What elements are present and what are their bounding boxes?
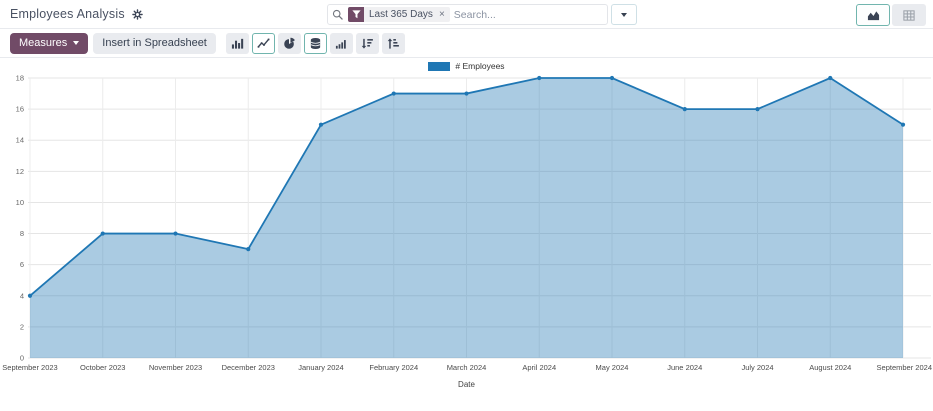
x-tick-label: September 2024 xyxy=(877,363,932,372)
view-switcher-graph[interactable] xyxy=(856,4,890,26)
measures-label: Measures xyxy=(19,37,68,49)
database-icon xyxy=(309,37,322,50)
data-point xyxy=(828,75,833,81)
gear-icon[interactable] xyxy=(132,8,143,20)
chart-area: # Employees 0 2 4 6 8 10 12 14 16 18 September 202… xyxy=(0,58,933,411)
legend-swatch xyxy=(428,61,451,71)
view-switcher-pivot[interactable] xyxy=(892,4,926,26)
facet-remove-button[interactable]: × xyxy=(438,9,445,20)
top-navbar: Employees Analysis Las xyxy=(0,0,933,29)
data-point xyxy=(318,122,324,127)
x-tick-label: December 2023 xyxy=(222,363,275,372)
y-tick-label: 2 xyxy=(20,322,24,331)
x-tick-label: May 2024 xyxy=(596,363,629,372)
bar-chart-button[interactable] xyxy=(225,32,249,54)
line-chart-icon xyxy=(257,37,270,50)
cumulative-button[interactable] xyxy=(329,32,353,54)
control-panel: Measures Insert in Spreadsheet xyxy=(0,29,933,58)
x-tick-label: July 2024 xyxy=(741,363,773,372)
stacked-button[interactable] xyxy=(303,32,327,54)
data-point xyxy=(682,107,687,112)
chart-legend[interactable]: # Employees xyxy=(0,61,933,71)
search-bar[interactable]: Last 365 Days × xyxy=(327,4,608,25)
chevron-down-icon xyxy=(621,12,627,17)
filter-icon xyxy=(348,7,364,22)
legend-label: # Employees xyxy=(455,61,505,71)
data-point xyxy=(100,231,105,236)
breadcrumb: Employees Analysis xyxy=(10,0,143,28)
y-tick-label: 4 xyxy=(20,291,24,300)
chevron-down-icon xyxy=(73,41,80,45)
x-tick-label: February 2024 xyxy=(369,363,418,372)
x-tick-label: August 2024 xyxy=(809,363,851,372)
x-tick-label: April 2024 xyxy=(522,363,556,372)
measures-button[interactable]: Measures xyxy=(10,32,89,54)
x-axis-title: Date xyxy=(458,380,475,389)
y-tick-label: 10 xyxy=(16,198,24,207)
chart-type-buttons xyxy=(225,32,405,54)
y-tick-label: 8 xyxy=(20,229,24,238)
bar-chart-icon xyxy=(231,37,244,50)
data-point xyxy=(391,91,396,96)
y-tick-label: 16 xyxy=(16,105,24,114)
signal-bars-icon xyxy=(335,37,348,50)
filter-facet-label: Last 365 Days xyxy=(369,9,433,20)
pie-chart-button[interactable] xyxy=(277,32,301,54)
line-chart-button[interactable] xyxy=(251,32,275,54)
view-switcher xyxy=(856,4,926,26)
pie-chart-icon xyxy=(283,37,296,50)
data-point xyxy=(464,91,469,96)
x-tick-label: November 2023 xyxy=(149,363,202,372)
sort-descending-button[interactable] xyxy=(355,32,379,54)
data-point xyxy=(537,75,542,81)
data-point xyxy=(246,247,251,252)
x-tick-label: September 2023 xyxy=(2,363,57,372)
sort-amount-asc-icon xyxy=(387,37,400,50)
x-tick-label: October 2023 xyxy=(80,363,125,372)
y-tick-label: 12 xyxy=(16,167,24,176)
x-tick-label: January 2024 xyxy=(298,363,343,372)
pivot-table-icon xyxy=(902,9,916,22)
area-chart-icon xyxy=(866,9,881,22)
y-tick-label: 0 xyxy=(20,354,24,363)
data-point xyxy=(609,75,615,81)
x-tick-label: June 2024 xyxy=(667,363,702,372)
data-point xyxy=(27,293,33,298)
insert-in-spreadsheet-button[interactable]: Insert in Spreadsheet xyxy=(93,32,216,54)
search-dropdown-toggle[interactable] xyxy=(611,4,637,25)
y-tick-label: 14 xyxy=(16,136,24,145)
area-fill xyxy=(30,78,903,358)
search-icon xyxy=(332,9,344,21)
filter-facet[interactable]: Last 365 Days × xyxy=(348,7,450,22)
y-tick-label: 6 xyxy=(20,260,24,269)
page-title: Employees Analysis xyxy=(10,7,125,21)
sort-amount-desc-icon xyxy=(361,37,374,50)
data-point xyxy=(173,231,178,236)
y-tick-label: 18 xyxy=(16,74,24,83)
x-tick-label: March 2024 xyxy=(447,363,487,372)
chart-canvas: 0 2 4 6 8 10 12 14 16 18 September 2023 October 202… xyxy=(2,74,932,373)
sort-ascending-button[interactable] xyxy=(381,32,405,54)
data-point xyxy=(755,107,760,112)
search-input[interactable] xyxy=(453,8,603,21)
data-point xyxy=(900,122,906,127)
